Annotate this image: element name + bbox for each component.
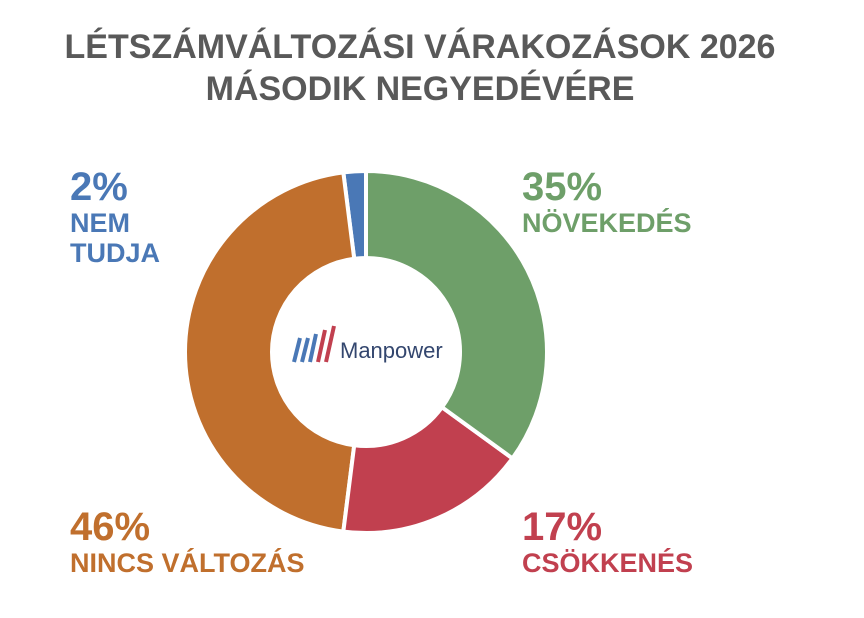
chart-title: LÉTSZÁMVÁLTOZÁSI VÁRAKOZÁSOK 2026 MÁSODI… bbox=[64, 28, 776, 108]
donut-slice bbox=[183, 170, 357, 534]
donut-slice bbox=[341, 404, 516, 535]
logo bbox=[292, 325, 336, 363]
donut-slice bbox=[364, 168, 549, 462]
category-label: NINCS VÁLTOZÁS bbox=[70, 548, 305, 578]
category-label: CSÖKKENÉS bbox=[522, 548, 694, 578]
value-label: 17% bbox=[522, 505, 603, 549]
value-label: 35% bbox=[522, 165, 603, 209]
value-label: 2% bbox=[70, 165, 128, 209]
category-label: NEM TUDJA bbox=[70, 208, 161, 268]
value-label: 46% bbox=[70, 505, 151, 549]
logo-text: Manpower bbox=[340, 338, 443, 363]
category-label: NÖVEKEDÉS bbox=[522, 208, 692, 238]
